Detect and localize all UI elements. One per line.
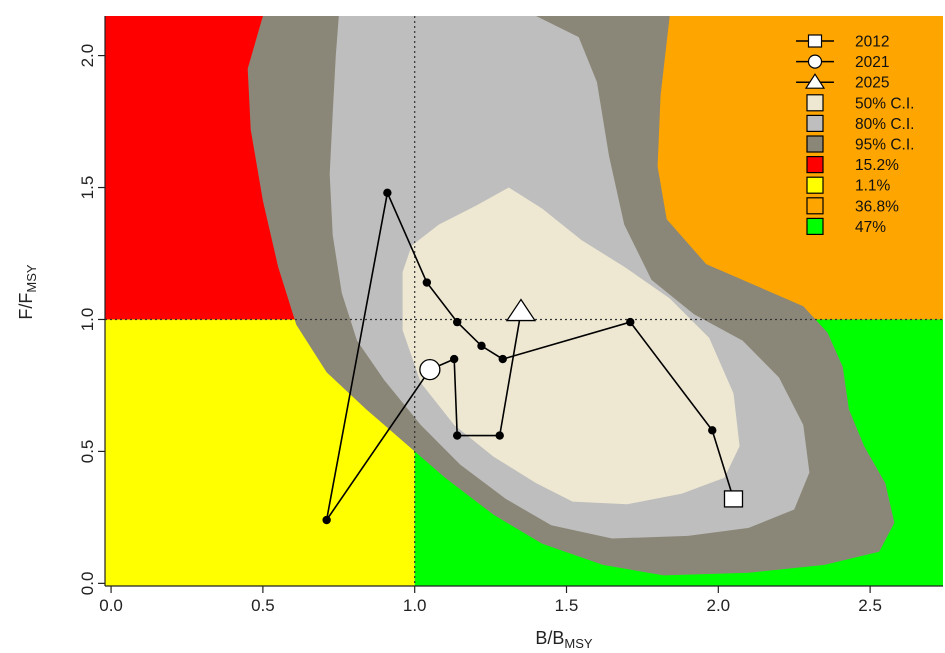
y-tick-label: 0.5 xyxy=(78,440,97,464)
trajectory-point xyxy=(422,278,432,287)
confidence-region-50pct xyxy=(402,187,740,505)
legend: 2012 2021 2025 50% C.I. 80% C.I. 95% C.I. 15.2… xyxy=(796,34,914,236)
legend-label: 47% xyxy=(855,219,886,236)
legend-label: 2025 xyxy=(855,75,889,92)
x-tick-label: 1.0 xyxy=(403,596,427,615)
y-tick-label: 0.0 xyxy=(78,572,97,596)
legend-swatch xyxy=(806,176,824,194)
legend-item: 1.1% xyxy=(806,176,891,195)
legend-item: 2021 xyxy=(796,54,889,71)
trajectory-point xyxy=(449,354,459,364)
legend-square-symbol xyxy=(807,34,823,48)
x-tick-label: 1.5 xyxy=(555,596,579,615)
legend-circle-symbol xyxy=(807,54,823,69)
x-tick-label: 0.0 xyxy=(99,596,123,615)
legend-swatch xyxy=(806,94,824,112)
trajectory-point xyxy=(477,341,486,351)
legend-label: 80% C.I. xyxy=(855,116,914,133)
legend-item: 2025 xyxy=(796,73,889,92)
legend-item: 47% xyxy=(806,217,886,236)
legend-item: 15.2% xyxy=(806,156,899,174)
axes: 0.0 0.5 1.0 1.5 2.0 2.5 0.0 0.5 1.0 1.5 2.0 B/BMSY F… xyxy=(16,16,943,651)
legend-swatch xyxy=(806,217,824,235)
legend-item: 95% C.I. xyxy=(806,135,914,154)
y-tick-label: 2.0 xyxy=(78,44,97,68)
legend-triangle-symbol xyxy=(804,73,826,89)
x-tick-label: 2.5 xyxy=(858,596,882,615)
legend-item: 36.8% xyxy=(806,197,899,215)
legend-label: 2012 xyxy=(855,34,889,51)
legend-label: 95% C.I. xyxy=(855,137,914,154)
plot-area xyxy=(105,16,943,586)
legend-label: 1.1% xyxy=(855,178,891,195)
trajectory-point xyxy=(708,426,717,435)
legend-swatch xyxy=(806,135,824,153)
marker-2021-circle xyxy=(419,358,441,381)
legend-item: 50% C.I. xyxy=(806,94,914,112)
y-tick-label: 1.0 xyxy=(78,308,97,332)
trajectory-point xyxy=(495,431,504,440)
marker-end-triangle xyxy=(505,298,537,322)
legend-label: 2021 xyxy=(855,54,889,71)
legend-swatch xyxy=(806,197,824,215)
trajectory-point xyxy=(383,188,392,198)
legend-label: 50% C.I. xyxy=(855,95,914,112)
x-tick-label: 0.5 xyxy=(251,596,275,615)
trajectory-point xyxy=(453,317,462,327)
y-tick-label: 1.5 xyxy=(78,176,97,200)
trajectory-line xyxy=(325,190,735,521)
marker-start-square xyxy=(723,490,744,508)
trajectory-point xyxy=(626,317,635,327)
x-tick-label: 2.0 xyxy=(706,596,730,615)
legend-item: 80% C.I. xyxy=(806,114,914,133)
legend-item: 2012 xyxy=(796,34,889,51)
legend-swatch xyxy=(806,114,824,133)
legend-swatch xyxy=(806,156,824,174)
x-axis-title: B/BMSY xyxy=(535,628,593,651)
legend-label: 15.2% xyxy=(855,157,899,174)
trajectory-point xyxy=(322,515,331,525)
y-axis-title: F/FMSY xyxy=(16,264,39,320)
trajectory-point xyxy=(453,431,462,440)
trajectory-point xyxy=(498,354,507,364)
legend-label: 36.8% xyxy=(855,198,899,215)
